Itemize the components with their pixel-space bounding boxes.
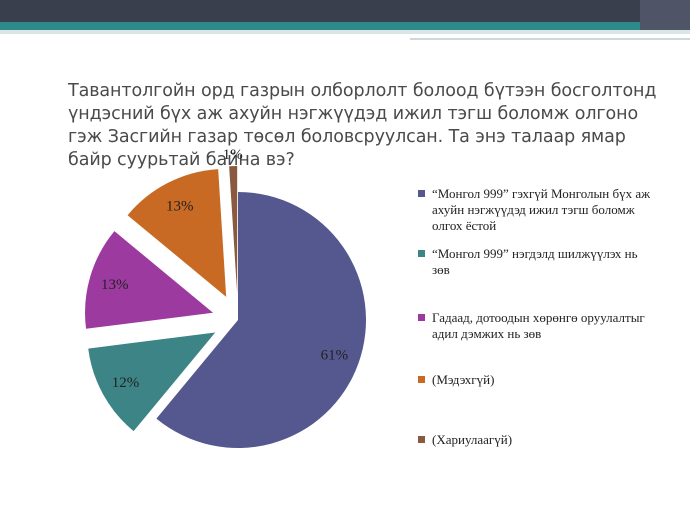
legend-swatch	[418, 436, 425, 443]
slide-title: Тавантолгойн орд газрын олборлолт болоод…	[68, 81, 657, 170]
pie-data-labels: 61% 12% 13% 13% 1%	[101, 147, 348, 391]
pie-slice-1	[156, 192, 366, 449]
legend-label: “Монгол 999” нэгдэлд шилжүүлэх нь зөв	[432, 246, 638, 277]
legend-label: (Хариулаагүй)	[432, 432, 513, 447]
pie-data-label-3: 13%	[101, 277, 129, 293]
legend-label: “Монгол 999” гэхгүй Монголын бүх аж ахуй…	[432, 186, 651, 233]
legend-swatch	[418, 250, 425, 257]
banner-thin-line	[410, 38, 690, 40]
pie-slice-5	[229, 166, 238, 295]
header-banner	[0, 0, 690, 40]
banner-dark-band	[0, 0, 690, 22]
pie-data-label-2: 12%	[112, 375, 140, 391]
legend-item-3: Гадаад, дотоодын хөрөнгө оруулалтыг адил…	[418, 310, 658, 342]
legend-swatch	[418, 314, 425, 321]
pie-slice-2	[88, 332, 216, 432]
pie-data-label-5: 1%	[223, 147, 243, 163]
pie-data-label-1: 61%	[321, 348, 349, 364]
banner-accent-block	[640, 0, 690, 30]
legend-item-4: (Мэдэхгүй)	[418, 372, 658, 388]
legend-swatch	[418, 190, 425, 197]
pie-slice-4	[127, 169, 227, 297]
banner-light-stripe	[0, 30, 690, 34]
pie-slices	[85, 166, 366, 449]
banner-teal-stripe	[0, 22, 690, 30]
pie-data-label-4: 13%	[166, 199, 194, 215]
legend-item-5: (Хариулаагүй)	[418, 432, 658, 448]
legend-label: Гадаад, дотоодын хөрөнгө оруулалтыг адил…	[432, 310, 645, 341]
legend-swatch	[418, 376, 425, 383]
legend-label: (Мэдэхгүй)	[432, 372, 495, 387]
legend-item-2: “Монгол 999” нэгдэлд шилжүүлэх нь зөв	[418, 246, 658, 278]
legend-item-1: “Монгол 999” гэхгүй Монголын бүх аж ахуй…	[418, 186, 658, 234]
pie-slice-3	[85, 231, 214, 329]
